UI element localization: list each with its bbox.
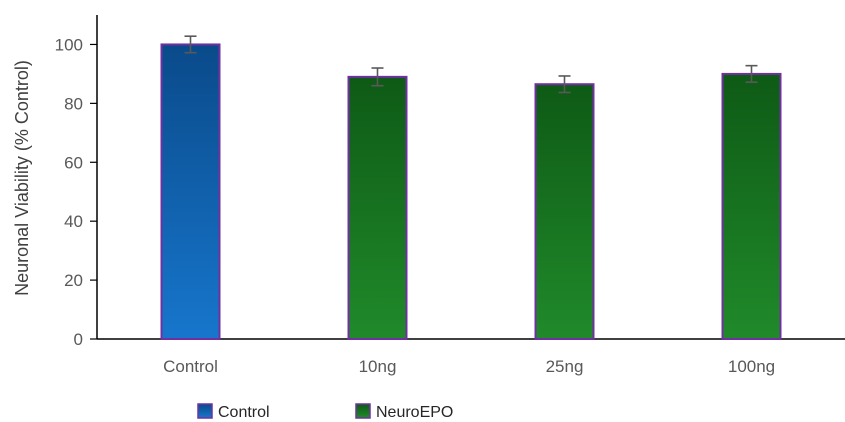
bar-control: [160, 43, 221, 340]
legend-swatch-control: [197, 403, 213, 419]
legend-label: NeuroEPO: [376, 404, 453, 421]
y-tick-label: 100: [55, 35, 83, 54]
y-tick-label: 40: [64, 212, 83, 231]
y-tick-label: 0: [74, 330, 83, 349]
x-tick-label: 10ng: [359, 357, 397, 376]
y-tick-label: 80: [64, 94, 83, 113]
x-tick-label: 25ng: [546, 357, 584, 376]
x-tick-label: 100ng: [728, 357, 775, 376]
legend-label: Control: [218, 404, 270, 421]
y-axis-label: Neuronal Viability (% Control): [12, 60, 32, 296]
bar-25ng: [534, 83, 595, 340]
plot-area: 0 20 40 60 80 100 Control 10ng 25ng 100ng: [55, 15, 845, 376]
bar-100ng: [721, 72, 782, 340]
legend-swatch-neuroepo: [355, 403, 371, 419]
y-tick-label: 20: [64, 271, 83, 290]
y-tick-label: 60: [64, 153, 83, 172]
bar-10ng: [347, 75, 408, 340]
x-tick-label: Control: [163, 357, 218, 376]
legend: Control NeuroEPO: [197, 403, 453, 421]
